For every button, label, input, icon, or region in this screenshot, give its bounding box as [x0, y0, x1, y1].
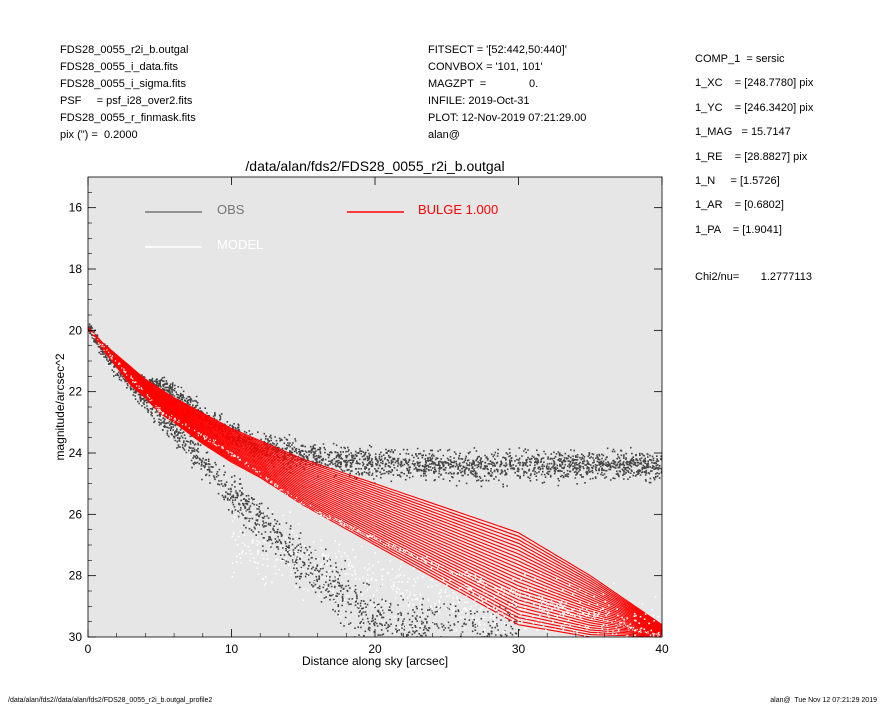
bulge-track-22: [88, 326, 662, 636]
bulge-track-20: [88, 326, 662, 635]
header-left-line-4: FDS28_0055_r_finmask.fits: [60, 112, 196, 124]
chi2-readout: Chi2/nu= 1.2777113: [695, 271, 812, 283]
bulge-track-6: [88, 326, 662, 629]
chi2-label: Chi2/nu=: [695, 271, 740, 283]
header-right-line-6: 1_AR = [0.6802]: [695, 199, 784, 212]
header-right-line-4: 1_RE = [28.8827] pix: [695, 150, 808, 163]
header-left-line-1: FDS28_0055_i_data.fits: [60, 61, 179, 73]
header-right-line-5: 1_N = [1.5726]: [695, 175, 780, 188]
bulge-track-26: [88, 326, 662, 637]
y-tick-label-6: 28: [69, 569, 83, 583]
bulge-track-16: [88, 326, 662, 633]
bulge-track-19: [88, 326, 662, 635]
bulge-track-21: [88, 326, 662, 636]
bulge-track-4: [88, 326, 662, 628]
header-right: COMP_1 = sersic 1_XC = [248.7780] pix 1_YC…: [695, 47, 813, 242]
chart-title: /data/alan/fds2/FDS28_0055_r2i_b.outgal: [245, 158, 504, 174]
bulge-track-0: [88, 326, 662, 626]
footer-timestamp: alan@ Tue Nov 12 07:21:29 2019: [770, 697, 877, 704]
header-right-line-1: 1_XC = [248.7780] pix: [695, 77, 814, 90]
bulge-track-24: [88, 326, 662, 637]
bulge-track-17: [88, 326, 662, 634]
bulge-track-1: [88, 326, 662, 626]
legend-label-1: MODEL: [217, 237, 263, 252]
bulge-track-10: [88, 326, 662, 631]
legend: OBS MODEL BULGE 1.000: [145, 202, 498, 252]
header-mid-line-2: MAGZPT = 0.: [428, 78, 539, 90]
header-left: FDS28_0055_r2i_b.outgal FDS28_0055_i_data…: [60, 42, 196, 144]
y-tick-label-1: 18: [69, 262, 83, 276]
x-axis-label: Distance along sky [arcsec]: [302, 654, 448, 668]
bulge-track-7: [88, 326, 662, 629]
x-tick-label-3: 30: [512, 642, 526, 656]
chi2-value: 1.2777113: [760, 271, 812, 283]
obs-points-outer: [88, 323, 662, 488]
bulge-track-25: [88, 326, 662, 637]
legend-label-0: OBS: [217, 202, 245, 217]
header-mid-line-0: FITSECT = '[52:442,50:440]': [428, 44, 567, 56]
header-left-line-2: FDS28_0055_i_sigma.fits: [60, 78, 186, 90]
obs-series: [88, 323, 662, 637]
y-tick-label-7: 30: [69, 630, 83, 644]
header-left-line-5: pix (") = 0.2000: [60, 129, 138, 141]
header-right-line-3: 1_MAG = 15.7147: [695, 126, 791, 139]
bulge-track-14: [88, 326, 662, 632]
y-tick-label-0: 16: [69, 201, 83, 215]
bulge-track-3: [88, 326, 662, 627]
bulge-track-13: [88, 326, 662, 632]
bulge-track-9: [88, 326, 662, 630]
y-axis-label: magnitude/arcsec^2: [53, 353, 67, 460]
bulge-track-12: [88, 326, 662, 631]
header-right-line-2: 1_YC = [246.3420] pix: [695, 101, 814, 114]
header-mid-line-3: INFILE: 2019-Oct-31: [428, 95, 530, 107]
bulge-track-5: [88, 326, 662, 628]
header-left-line-0: FDS28_0055_r2i_b.outgal: [60, 44, 189, 56]
x-tick-label-0: 0: [85, 642, 92, 656]
header-left-line-3: PSF = psf_i28_over2.fits: [60, 95, 193, 107]
y-tick-label-5: 26: [69, 507, 83, 521]
x-tick-label-2: 20: [368, 642, 382, 656]
y-tick-label-3: 22: [69, 385, 83, 399]
header-mid-line-1: CONVBOX = '101, 101': [428, 61, 543, 73]
y-tick-label-2: 20: [69, 323, 83, 337]
header-right-line-7: 1_PA = [1.9041]: [695, 223, 782, 236]
x-tick-label-1: 10: [225, 642, 239, 656]
header-mid-line-5: alan@: [428, 129, 460, 141]
bulge-track-2: [88, 326, 662, 627]
header-mid-line-4: PLOT: 12-Nov-2019 07:21:29.00: [428, 112, 587, 124]
footer-path: /data/alan/fds2//data/alan/fds2/FDS28_00…: [8, 697, 213, 704]
axes: 0 10 20 30 40 16 18 20 22 24 26 28 30: [69, 177, 669, 656]
legend-label-2: BULGE 1.000: [418, 202, 498, 217]
bulge-track-11: [88, 326, 662, 631]
bulge-track-8: [88, 326, 662, 629]
x-tick-label-4: 40: [655, 642, 669, 656]
header-middle: FITSECT = '[52:442,50:440]' CONVBOX = '10…: [428, 42, 586, 144]
header-right-line-0: COMP_1 = sersic: [695, 53, 785, 65]
y-tick-label-4: 24: [69, 446, 83, 460]
